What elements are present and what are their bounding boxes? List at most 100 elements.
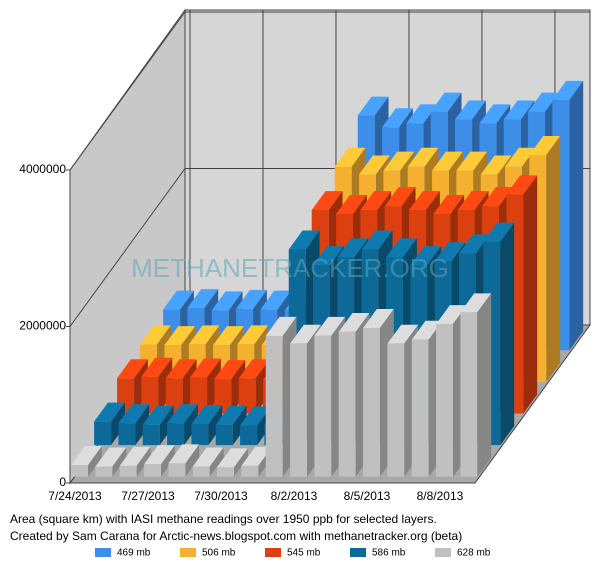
bar-side xyxy=(88,445,102,477)
bar-top xyxy=(387,324,419,344)
bar-front xyxy=(241,465,259,477)
bar-top xyxy=(528,92,559,112)
bar-top xyxy=(383,151,415,171)
bar-top xyxy=(237,325,269,345)
bar-top xyxy=(430,92,462,112)
bar-side xyxy=(207,358,221,414)
bar-top xyxy=(529,135,561,155)
bar-front xyxy=(118,423,136,446)
legend-label: 628 mb xyxy=(457,548,491,559)
y-tick-label: 4000000 xyxy=(19,162,66,176)
bar-top xyxy=(95,447,127,467)
bar-top xyxy=(141,357,173,377)
grid-line xyxy=(69,11,186,171)
bar xyxy=(167,404,198,446)
bar-top xyxy=(479,104,511,124)
y-tick-label: 0 xyxy=(59,475,66,489)
bar-top xyxy=(311,191,343,211)
bar-front xyxy=(215,424,233,446)
bar xyxy=(144,445,175,477)
bar-front xyxy=(460,312,478,477)
bar-top xyxy=(240,406,271,426)
bar xyxy=(165,359,197,414)
bar-top xyxy=(215,405,247,425)
bar-top xyxy=(434,242,466,262)
bar-top xyxy=(144,445,175,465)
legend-swatch xyxy=(350,548,366,557)
bar-side xyxy=(234,448,248,477)
bar-top xyxy=(260,290,292,310)
bar-top xyxy=(192,447,224,467)
bar-top xyxy=(409,191,440,211)
bar-top xyxy=(411,320,443,340)
grid-line xyxy=(69,168,186,327)
legend-label: 586 mb xyxy=(372,548,406,559)
caption: Area (square km) with IASI methane readi… xyxy=(10,512,437,526)
bar-top xyxy=(506,175,538,195)
bar-front xyxy=(144,464,162,477)
bar-top xyxy=(357,96,389,116)
x-tick-label: 8/8/2013 xyxy=(417,489,464,503)
bar xyxy=(118,404,150,446)
bar-top xyxy=(290,324,321,344)
bar-front xyxy=(265,335,283,477)
bar-side xyxy=(182,359,197,414)
bar-top xyxy=(337,238,369,258)
bar xyxy=(71,445,102,477)
bar-front xyxy=(95,466,113,477)
bar-side xyxy=(477,293,492,477)
bar-front xyxy=(314,335,332,477)
bar-top xyxy=(552,80,584,100)
watermark: METHANETRACKER.ORG xyxy=(131,253,449,283)
bar-side xyxy=(209,447,224,477)
bar-top xyxy=(338,312,370,332)
bar-front xyxy=(142,424,160,446)
bar-front xyxy=(167,423,185,446)
bar-front xyxy=(191,423,209,446)
bar-top xyxy=(382,108,413,128)
x-tick-label: 7/30/2013 xyxy=(194,489,248,503)
bar-top xyxy=(217,448,248,468)
bar-top xyxy=(118,404,150,424)
bar xyxy=(214,360,246,414)
bar xyxy=(217,448,248,477)
bar-top xyxy=(482,187,513,207)
bar-top xyxy=(241,446,273,466)
bar-front xyxy=(411,339,429,477)
bar-front xyxy=(94,421,112,446)
bar-top xyxy=(386,238,417,258)
bar-top xyxy=(480,155,512,175)
bar-top xyxy=(456,151,488,171)
bar-front xyxy=(168,463,186,477)
bar-side xyxy=(135,404,150,446)
bar-side xyxy=(111,402,125,446)
bar-front xyxy=(71,464,89,477)
bar-front xyxy=(240,425,258,446)
bar-top xyxy=(288,230,320,250)
bar-side xyxy=(523,175,538,414)
bar-top xyxy=(361,230,393,250)
bar-top xyxy=(142,405,174,425)
y-tick-label: 2000000 xyxy=(19,319,66,333)
bar-top xyxy=(407,147,439,167)
bar xyxy=(192,447,224,477)
bar-front xyxy=(387,343,405,477)
bar-top xyxy=(140,325,171,345)
bar-top xyxy=(455,100,486,120)
bar-top xyxy=(167,404,198,424)
bar-front xyxy=(436,324,454,477)
bar xyxy=(460,293,492,477)
x-tick-label: 8/2/2013 xyxy=(271,489,318,503)
bar-top xyxy=(457,191,489,211)
bar-top xyxy=(211,291,243,311)
bar-top xyxy=(236,289,267,309)
bar-side xyxy=(500,222,515,446)
bar-top xyxy=(265,316,297,336)
bar-top xyxy=(213,326,244,346)
bar xyxy=(94,402,125,446)
bar-front xyxy=(165,378,183,414)
bar-side xyxy=(161,445,175,477)
legend: 469 mb 506 mb 545 mb 586 mb 628 mb xyxy=(95,548,491,559)
